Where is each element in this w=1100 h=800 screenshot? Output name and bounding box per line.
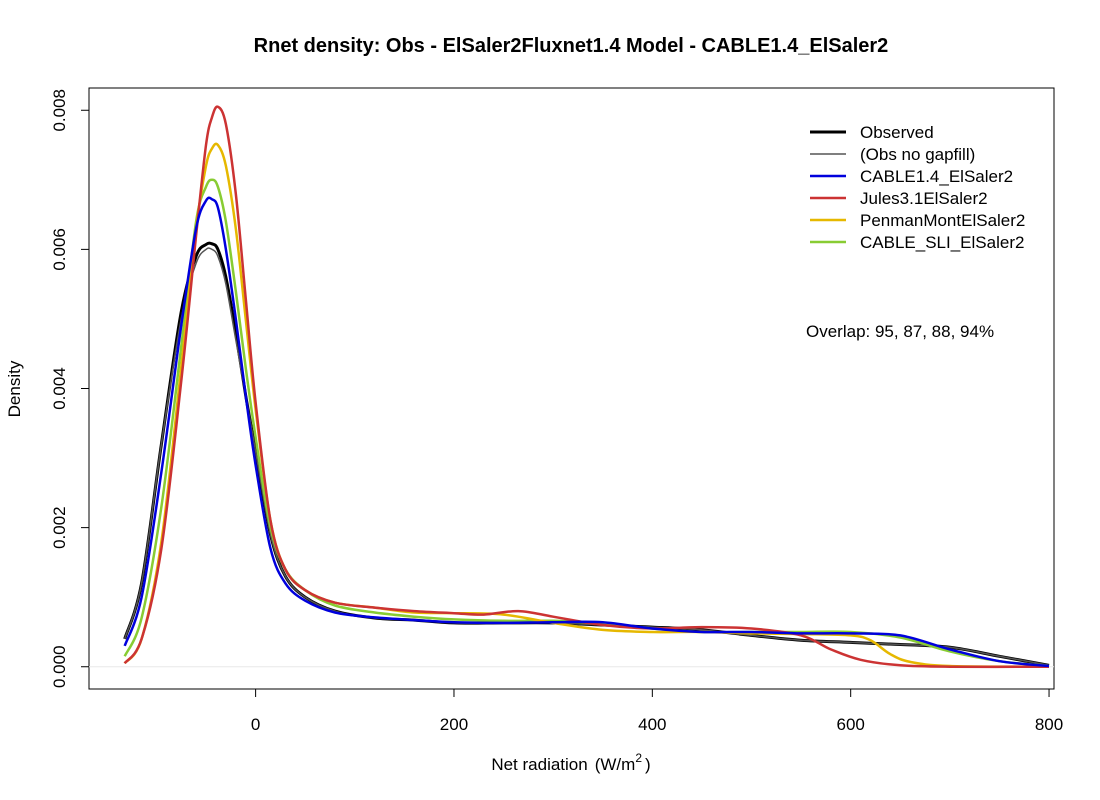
y-tick-label: 0.006 bbox=[50, 228, 69, 271]
density-curves bbox=[89, 105, 1054, 669]
legend-label-observed: Observed bbox=[860, 123, 934, 142]
legend-label-cable-sli-elsaler2: CABLE_SLI_ElSaler2 bbox=[860, 233, 1024, 252]
x-axis-label-text: Net radiation bbox=[491, 755, 587, 774]
series-line-cable-sli-elsaler2 bbox=[123, 178, 1050, 668]
y-tick-label: 0.008 bbox=[50, 89, 69, 132]
y-axis-label: Density bbox=[5, 360, 24, 417]
series-line-obs-no-gapfill bbox=[123, 247, 1050, 667]
x-axis-label: Net radiation (W/m2) bbox=[491, 751, 650, 774]
series-line-observed bbox=[123, 241, 1050, 667]
x-axis-unit-suffix: ) bbox=[645, 755, 651, 774]
legend-label-obs-no-gapfill: (Obs no gapfill) bbox=[860, 145, 975, 164]
x-tick-label: 400 bbox=[638, 715, 666, 734]
x-axis-unit-superscript: 2 bbox=[635, 751, 642, 765]
y-tick-label: 0.004 bbox=[50, 367, 69, 410]
series-line-cable1-4-elsaler2 bbox=[123, 196, 1050, 668]
overlap-annotation: Overlap: 95, 87, 88, 94% bbox=[806, 322, 994, 341]
legend-label-jules3-1elsaler2: Jules3.1ElSaler2 bbox=[860, 189, 988, 208]
legend-label-cable1-4-elsaler2: CABLE1.4_ElSaler2 bbox=[860, 167, 1013, 186]
x-tick-label: 600 bbox=[836, 715, 864, 734]
x-tick-label: 800 bbox=[1035, 715, 1063, 734]
x-axis: 0 200 400 600 800 bbox=[251, 689, 1063, 734]
y-tick-label: 0.000 bbox=[50, 645, 69, 688]
chart-title: Rnet density: Obs - ElSaler2Fluxnet1.4 M… bbox=[254, 35, 889, 57]
legend: Observed (Obs no gapfill) CABLE1.4_ElSaler… bbox=[810, 123, 1025, 252]
y-axis: 0.000 0.002 0.004 0.006 0.008 bbox=[50, 89, 89, 688]
x-tick-label: 200 bbox=[440, 715, 468, 734]
y-tick-label: 0.002 bbox=[50, 506, 69, 549]
x-axis-unit-prefix: (W/m bbox=[595, 755, 636, 774]
x-tick-label: 0 bbox=[251, 715, 260, 734]
legend-label-penmanmontelsaler2: PenmanMontElSaler2 bbox=[860, 211, 1025, 230]
